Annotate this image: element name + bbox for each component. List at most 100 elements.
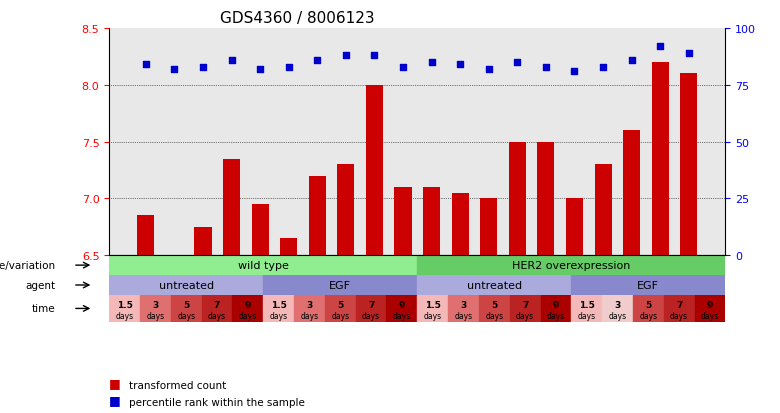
Text: 5: 5 [491,300,498,309]
Text: days: days [578,311,596,320]
Text: untreated: untreated [158,280,214,290]
Text: percentile rank within the sample: percentile rank within the sample [129,397,304,407]
Bar [251,204,268,256]
Point [626,57,638,64]
Bar [680,74,697,256]
Point [397,64,410,71]
Text: days: days [485,311,503,320]
Text: untreated: untreated [466,280,522,290]
Text: days: days [332,311,349,320]
Point [540,64,552,71]
Bar [264,275,417,295]
Bar [395,188,412,256]
Bar [509,142,526,256]
Bar [452,193,469,256]
Text: 7: 7 [214,300,220,309]
Text: EGF: EGF [637,280,659,290]
Text: 3: 3 [307,300,313,309]
Bar [602,295,633,322]
Point [197,64,209,71]
Text: ■: ■ [109,376,121,389]
Bar [223,159,240,256]
Text: days: days [147,311,165,320]
Bar [571,295,602,322]
Bar [201,295,232,322]
Bar [510,295,541,322]
Text: 9: 9 [399,300,405,309]
Bar [623,131,640,256]
Point [454,62,466,69]
Bar [194,227,211,256]
Text: 1.5: 1.5 [271,300,286,309]
Bar [571,275,725,295]
Text: days: days [362,311,380,320]
Bar [479,295,510,322]
Bar [109,256,417,275]
Text: agent: agent [26,280,56,290]
Text: days: days [547,311,565,320]
Text: days: days [640,311,658,320]
Point [311,57,324,64]
Text: days: days [516,311,534,320]
Bar [280,239,297,256]
Bar [448,295,479,322]
Text: days: days [455,311,473,320]
Bar [337,165,354,256]
Text: days: days [208,311,226,320]
Bar [594,165,612,256]
Bar [537,142,555,256]
Text: days: days [670,311,688,320]
Bar [566,199,583,256]
Bar [309,176,326,256]
Bar [664,295,695,322]
Point [425,59,438,66]
Bar [109,295,140,322]
Bar [109,275,264,295]
Text: transformed count: transformed count [129,380,226,390]
Point [168,66,181,73]
Bar [356,295,387,322]
Text: days: days [270,311,288,320]
Text: days: days [239,311,257,320]
Bar [417,295,448,322]
Point [597,64,609,71]
Point [569,69,581,75]
Text: 7: 7 [676,300,682,309]
Text: 5: 5 [337,300,343,309]
Text: 9: 9 [245,300,251,309]
Bar [417,275,572,295]
Text: 1.5: 1.5 [117,300,133,309]
Bar [232,295,264,322]
Text: 3: 3 [152,300,158,309]
Point [483,66,495,73]
Text: days: days [701,311,719,320]
Bar [651,63,668,256]
Text: days: days [115,311,133,320]
Point [654,44,666,50]
Text: 7: 7 [522,300,528,309]
Bar [171,295,201,322]
Bar [633,295,664,322]
Bar [541,295,572,322]
Text: EGF: EGF [329,280,351,290]
Text: 5: 5 [645,300,651,309]
Text: 3: 3 [460,300,466,309]
Bar [324,295,356,322]
Point [254,66,266,73]
Point [225,57,238,64]
Text: genotype/variation: genotype/variation [0,261,56,271]
Bar [294,295,325,322]
Text: 5: 5 [183,300,190,309]
Text: time: time [32,304,56,313]
Text: GDS4360 / 8006123: GDS4360 / 8006123 [220,12,374,26]
Text: wild type: wild type [238,261,289,271]
Text: 9: 9 [707,300,713,309]
Text: 3: 3 [615,300,621,309]
Bar [140,295,171,322]
Text: days: days [177,311,195,320]
Text: HER2 overexpression: HER2 overexpression [512,261,630,271]
Text: ■: ■ [109,393,121,406]
Bar [417,256,725,275]
Bar [480,199,498,256]
Text: 1.5: 1.5 [579,300,594,309]
